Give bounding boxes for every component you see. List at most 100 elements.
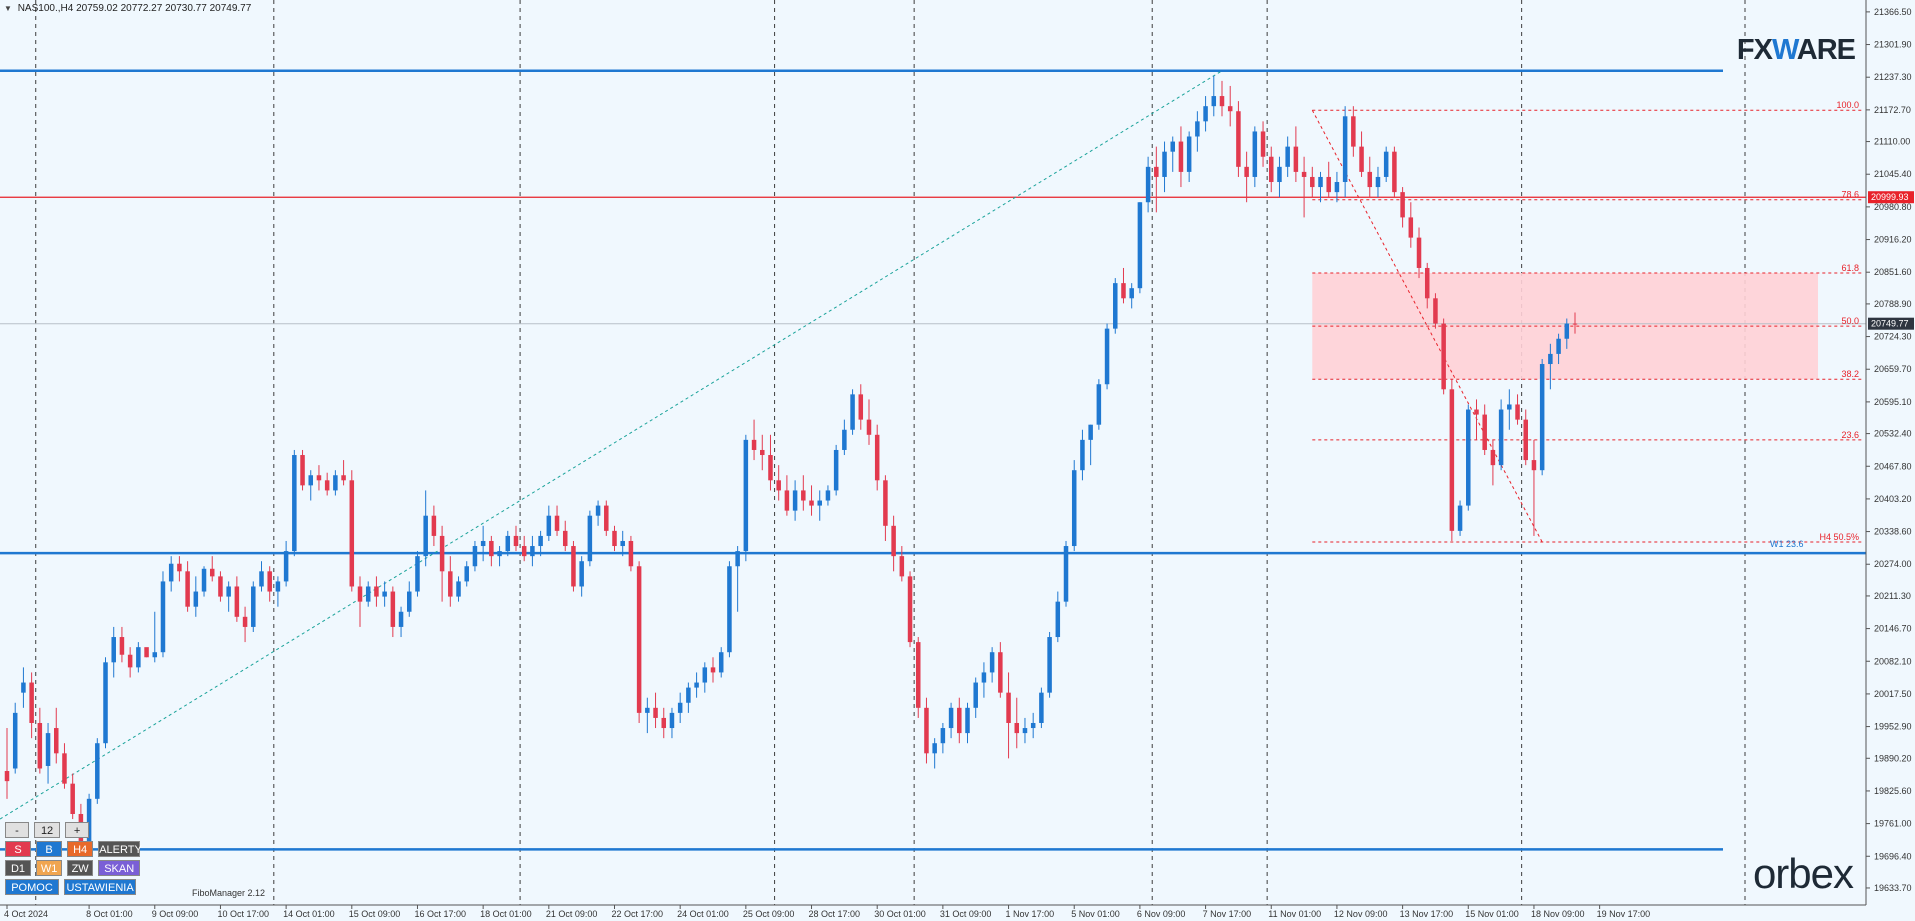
candle-body (1063, 546, 1069, 602)
candle-body (899, 556, 905, 577)
candle-body (924, 707, 929, 754)
price-tick-label: 20146.70 (1874, 624, 1912, 634)
price-tick-label: 19633.70 (1874, 883, 1912, 893)
candle-body (1392, 151, 1397, 193)
candle-body (1416, 237, 1422, 268)
candle-body (1334, 182, 1340, 193)
zoom-out-button[interactable]: - (5, 822, 29, 838)
candle-body (1351, 116, 1356, 147)
candle-body (119, 637, 125, 655)
candle-body (1244, 166, 1249, 177)
day-separators (35, 0, 1746, 905)
candle-body (579, 561, 584, 587)
settings-button[interactable]: USTAWIENIA (64, 879, 137, 895)
candle-body (1170, 141, 1175, 152)
candle-body (1047, 637, 1052, 693)
time-tick-label: 16 Oct 17:00 (414, 909, 466, 919)
candle-body (940, 728, 946, 744)
candle-body (1474, 409, 1479, 415)
price-tick-label: 20851.60 (1874, 267, 1912, 277)
candle-body (185, 571, 190, 607)
time-tick-label: 8 Oct 01:00 (86, 909, 133, 919)
candle-body (1326, 176, 1331, 193)
price-tick-label: 20274.00 (1874, 559, 1912, 569)
candle-body (1301, 171, 1307, 177)
candle-body (70, 783, 75, 814)
zoom-in-button[interactable]: + (65, 822, 90, 838)
candle-body (636, 566, 642, 713)
candle-body (1088, 424, 1093, 440)
candle-body (538, 535, 543, 547)
candle-body (1556, 338, 1561, 354)
candle-body (1236, 111, 1241, 167)
candle-body (62, 753, 67, 784)
help-button[interactable]: POMOC (5, 879, 59, 895)
candle-body (423, 515, 428, 557)
candle-body (661, 717, 667, 729)
time-tick-label: 18 Nov 09:00 (1531, 909, 1585, 919)
candle-body (398, 611, 404, 627)
h4-button[interactable]: H4 (67, 841, 94, 857)
price-tick-label: 21237.30 (1874, 72, 1912, 82)
price-tick-label: 20338.60 (1874, 527, 1912, 537)
candle-body (530, 546, 535, 557)
ohlc-close: 20749.77 (209, 3, 252, 14)
symbol-name: NAS100.,H4 (17, 3, 74, 14)
scan-button[interactable]: SKAN (98, 860, 141, 876)
candle-body (1383, 151, 1389, 177)
candle-body (209, 568, 215, 577)
price-tick-label: 21366.50 (1874, 7, 1912, 17)
horizontal-lines (0, 69, 1866, 851)
candle-body (152, 652, 158, 658)
candle-body (932, 743, 937, 754)
candle-body (1252, 131, 1258, 177)
candle-body (1424, 267, 1430, 299)
candle-body (784, 490, 790, 511)
candle-body (308, 475, 314, 486)
w1-button[interactable]: W1 (36, 860, 63, 876)
candle-body (612, 530, 617, 547)
candle-body (998, 652, 1003, 693)
candle-body (1277, 166, 1282, 183)
price-tick-label: 20724.30 (1874, 332, 1912, 342)
candle-body (874, 434, 880, 481)
candle-body (833, 449, 839, 491)
candle-body (193, 591, 199, 607)
trend-lines (0, 70, 1543, 820)
candle-body (341, 475, 346, 481)
candle-body (957, 707, 962, 734)
price-tick-label: 20403.20 (1874, 494, 1912, 504)
candle-body (1507, 404, 1512, 410)
candle-body (251, 586, 256, 627)
alerts-button[interactable]: ALERTY (98, 841, 142, 857)
candle-body (1449, 389, 1455, 531)
candle-body (505, 535, 511, 552)
candle-body (45, 733, 51, 766)
time-tick-label: 13 Nov 17:00 (1400, 909, 1454, 919)
candle-body (620, 540, 625, 547)
candle-body (801, 490, 806, 501)
candle-body (858, 394, 864, 420)
zoom-value[interactable]: 12 (34, 822, 61, 838)
time-tick-label: 31 Oct 09:00 (940, 909, 992, 919)
candle-body (1490, 449, 1496, 466)
candle-body (439, 535, 445, 572)
zw-button[interactable]: ZW (67, 860, 94, 876)
sell-button[interactable]: S (5, 841, 31, 857)
candle-body (677, 702, 683, 713)
d1-button[interactable]: D1 (5, 860, 31, 876)
candle-body (29, 682, 34, 723)
candle-body (95, 743, 100, 799)
candle-body (571, 546, 576, 587)
price-tick-label: 19761.00 (1874, 819, 1912, 829)
candle-body (710, 667, 716, 673)
candle-body (1572, 323, 1578, 325)
buy-button[interactable]: B (36, 841, 63, 857)
candle-body (456, 581, 461, 597)
time-tick-label: 22 Oct 17:00 (611, 909, 663, 919)
collapse-triangle-icon[interactable]: ▼ (4, 4, 12, 13)
candle-body (497, 551, 502, 557)
time-tick-label: 1 Nov 17:00 (1006, 909, 1055, 919)
